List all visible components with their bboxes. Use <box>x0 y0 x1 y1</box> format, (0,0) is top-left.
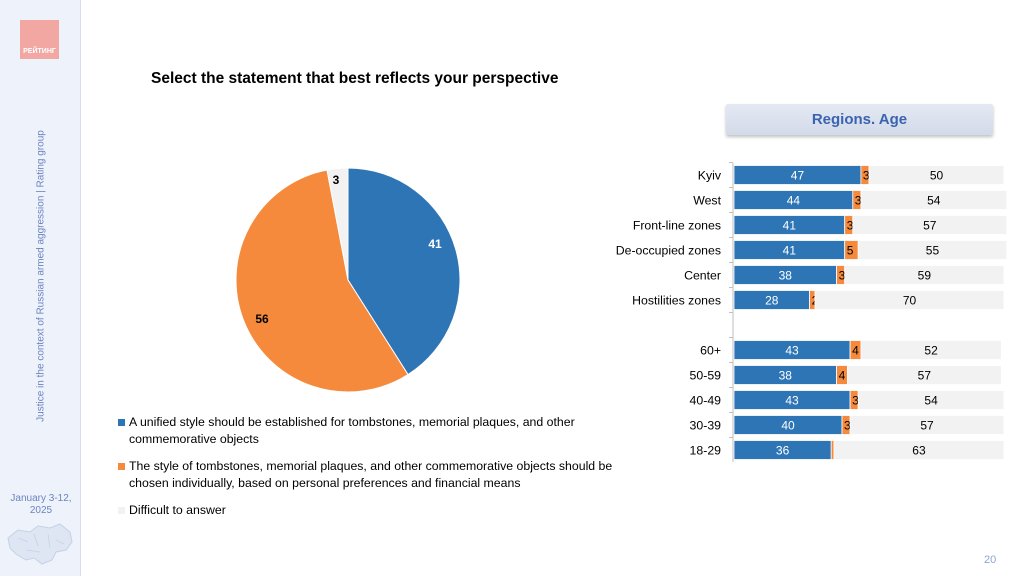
pie-data-label: 3 <box>333 173 340 187</box>
bar-value-label: 43 <box>785 394 799 408</box>
legend-label: The style of tombstones, memorial plaque… <box>129 459 613 490</box>
bar-segment <box>860 340 1002 360</box>
category-label: 40-49 <box>690 394 722 408</box>
bar-value-label: 3 <box>839 269 846 283</box>
bar-value-label: 41 <box>783 244 797 258</box>
page-title: Select the statement that best reflects … <box>151 70 559 87</box>
sidebar: РЕЙТИНГ Justice in the context of Russia… <box>0 0 81 576</box>
survey-date: January 3-12, 2025 <box>10 493 72 516</box>
legend-item-difficult: Difficult to answer <box>118 502 618 519</box>
bar-segment <box>846 365 1002 385</box>
category-label: 30-39 <box>690 419 722 433</box>
bar-value-label: 63 <box>912 444 926 458</box>
category-label: 60+ <box>700 344 721 358</box>
pie-legend: A unified style should be established fo… <box>118 414 618 529</box>
bar-segment <box>844 265 1005 285</box>
bar-value-label: 28 <box>765 294 779 308</box>
bar-value-label: 40 <box>781 419 795 433</box>
pie-data-label: 41 <box>428 237 442 251</box>
bar-value-label: 3 <box>844 419 851 433</box>
legend-item-individual: The style of tombstones, memorial plaque… <box>118 458 618 492</box>
bar-value-label: 3 <box>852 394 859 408</box>
page-number: 20 <box>984 554 997 566</box>
bar-value-label: 54 <box>924 394 938 408</box>
bar-value-label: 50 <box>930 169 944 183</box>
bar-value-label: 70 <box>903 294 917 308</box>
category-label: Kyiv <box>698 169 722 183</box>
pie-data-label: 56 <box>255 312 269 326</box>
category-label: De-occupied zones <box>616 244 721 258</box>
legend-swatch-orange <box>118 463 125 470</box>
bar-segment <box>857 240 1008 260</box>
ukraine-map-icon <box>7 523 73 565</box>
bar-value-label: 44 <box>787 194 801 208</box>
bar-value-label: 3 <box>847 219 854 233</box>
bar-value-label: 52 <box>924 344 938 358</box>
legend-label: Difficult to answer <box>129 503 226 517</box>
bar-value-label: 5 <box>847 244 854 258</box>
bar-segment <box>852 215 1008 235</box>
bar-value-label: 41 <box>783 219 797 233</box>
category-label: West <box>693 194 721 208</box>
bar-value-label: 36 <box>776 444 790 458</box>
regions-age-button[interactable]: Regions. Age <box>726 104 993 135</box>
pie-chart: 41 56 3 <box>235 167 461 393</box>
legend-swatch-gray <box>118 507 125 514</box>
bar-segment <box>833 440 1005 460</box>
bar-segment <box>849 415 1005 435</box>
bar-segment <box>868 165 1005 185</box>
bar-value-label: 4 <box>852 344 859 358</box>
legend-item-unified: A unified style should be established fo… <box>118 414 618 448</box>
bar-value-label: 4 <box>839 369 846 383</box>
bar-value-label: 59 <box>918 269 932 283</box>
bar-value-label: 57 <box>923 219 937 233</box>
bar-value-label: 3 <box>863 169 870 183</box>
category-label: Front-line zones <box>633 219 721 233</box>
bar-value-label: 3 <box>855 194 862 208</box>
bar-value-label: 57 <box>920 419 934 433</box>
legend-label: A unified style should be established fo… <box>129 415 575 446</box>
pie-slice-difficult <box>326 167 349 281</box>
category-label: 50-59 <box>690 369 722 383</box>
bar-value-label: 38 <box>779 269 793 283</box>
bar-value-label: 47 <box>791 169 805 183</box>
pie-slice-individual <box>235 169 409 393</box>
category-label: 18-29 <box>690 444 722 458</box>
bar-value-label: 55 <box>926 244 940 258</box>
bar-segment <box>814 290 1005 310</box>
category-label: Hostilities zones <box>632 294 721 308</box>
rating-logo: РЕЙТИНГ <box>20 20 59 59</box>
legend-swatch-blue <box>118 419 125 426</box>
bar-value-label: 43 <box>785 344 799 358</box>
bar-value-label: 38 <box>779 369 793 383</box>
pie-slice-unified <box>347 167 461 376</box>
bar-value-label: 57 <box>918 369 932 383</box>
bar-segment <box>860 190 1008 210</box>
sidebar-caption: Justice in the context of Russian armed … <box>35 130 47 422</box>
category-label: Center <box>684 269 721 283</box>
bar-value-label: 54 <box>927 194 941 208</box>
bar-segment <box>857 390 1005 410</box>
